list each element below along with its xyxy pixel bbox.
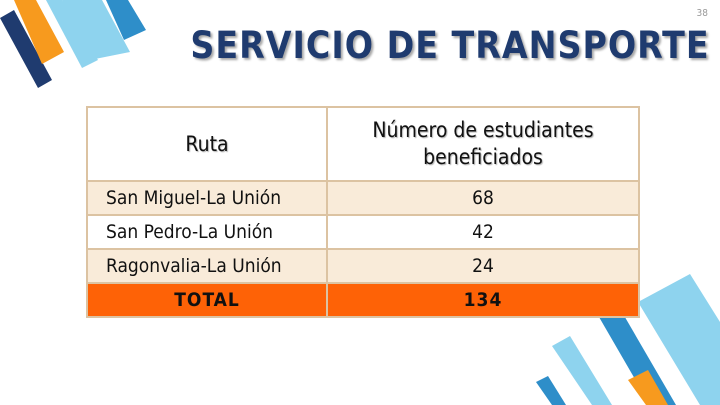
stripe-blue-bottomright bbox=[588, 288, 676, 405]
route-cell: San Miguel-La Unión bbox=[86, 180, 328, 216]
header-students-label: Número de estudiantes beneficiados bbox=[372, 118, 594, 169]
stripe-lightblue-topleft bbox=[62, 0, 130, 60]
stripe-lightblue-bottomright bbox=[638, 274, 720, 405]
total-label: TOTAL bbox=[86, 282, 328, 318]
table-row: San Pedro-La Unión 42 bbox=[86, 214, 640, 250]
table-row: San Miguel-La Unión 68 bbox=[86, 180, 640, 216]
table-header-row: Ruta Número de estudiantes beneficiados bbox=[86, 106, 640, 182]
stripe-orange-topleft bbox=[14, 0, 64, 64]
transport-table: Ruta Número de estudiantes beneficiados … bbox=[86, 106, 640, 318]
route-cell: San Pedro-La Unión bbox=[86, 214, 328, 250]
stripe-navy-topleft bbox=[0, 10, 52, 88]
header-route: Ruta bbox=[86, 106, 328, 182]
stripe-lightblue-topleft-2 bbox=[46, 0, 98, 68]
total-value: 134 bbox=[326, 282, 640, 318]
slide-number: 38 bbox=[696, 8, 708, 19]
stripe-blue-topleft bbox=[106, 0, 146, 40]
students-cell: 42 bbox=[326, 214, 640, 250]
table-total-row: TOTAL 134 bbox=[86, 282, 640, 318]
stripe-blue-bottomright-small bbox=[536, 376, 566, 405]
students-cell: 68 bbox=[326, 180, 640, 216]
table-row: Ragonvalia-La Unión 24 bbox=[86, 248, 640, 284]
stripe-orange-bottomright bbox=[628, 370, 668, 405]
header-students: Número de estudiantes beneficiados bbox=[326, 106, 640, 182]
page-title: SERVICIO DE TRANSPORTE bbox=[190, 24, 710, 67]
stripe-lightblue-bottomright-2 bbox=[552, 336, 612, 405]
students-cell: 24 bbox=[326, 248, 640, 284]
route-cell: Ragonvalia-La Unión bbox=[86, 248, 328, 284]
